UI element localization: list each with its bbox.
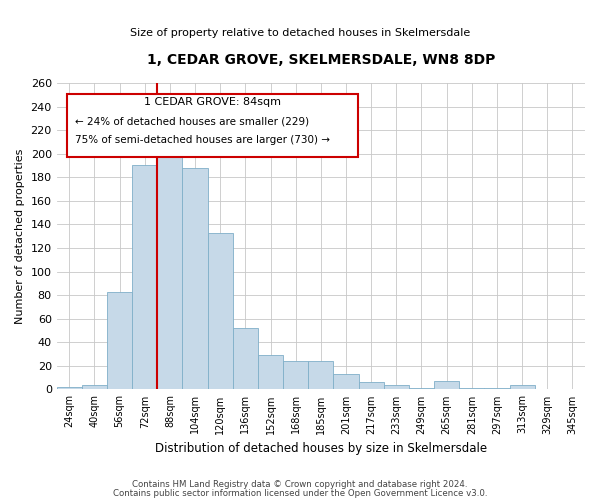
Bar	[434, 381, 459, 390]
Bar	[308, 361, 334, 390]
Bar	[384, 384, 409, 390]
Bar	[157, 142, 182, 390]
Title: 1, CEDAR GROVE, SKELMERSDALE, WN8 8DP: 1, CEDAR GROVE, SKELMERSDALE, WN8 8DP	[146, 52, 495, 66]
X-axis label: Distribution of detached houses by size in Skelmersdale: Distribution of detached houses by size …	[155, 442, 487, 455]
FancyBboxPatch shape	[67, 94, 358, 156]
Bar	[409, 388, 434, 390]
Text: 75% of semi-detached houses are larger (730) →: 75% of semi-detached houses are larger (…	[75, 135, 330, 145]
Y-axis label: Number of detached properties: Number of detached properties	[15, 148, 25, 324]
Bar	[283, 361, 308, 390]
Bar	[509, 384, 535, 390]
Bar	[484, 388, 509, 390]
Bar	[208, 232, 233, 390]
Text: 1 CEDAR GROVE: 84sqm: 1 CEDAR GROVE: 84sqm	[144, 98, 281, 108]
Text: Contains HM Land Registry data © Crown copyright and database right 2024.: Contains HM Land Registry data © Crown c…	[132, 480, 468, 489]
Bar	[459, 388, 484, 390]
Text: Size of property relative to detached houses in Skelmersdale: Size of property relative to detached ho…	[130, 28, 470, 38]
Bar	[132, 166, 157, 390]
Bar	[233, 328, 258, 390]
Bar	[107, 292, 132, 390]
Bar	[56, 387, 82, 390]
Bar	[82, 384, 107, 390]
Bar	[182, 168, 208, 390]
Text: Contains public sector information licensed under the Open Government Licence v3: Contains public sector information licen…	[113, 488, 487, 498]
Bar	[258, 355, 283, 390]
Text: ← 24% of detached houses are smaller (229): ← 24% of detached houses are smaller (22…	[75, 116, 309, 126]
Bar	[359, 382, 384, 390]
Bar	[334, 374, 359, 390]
